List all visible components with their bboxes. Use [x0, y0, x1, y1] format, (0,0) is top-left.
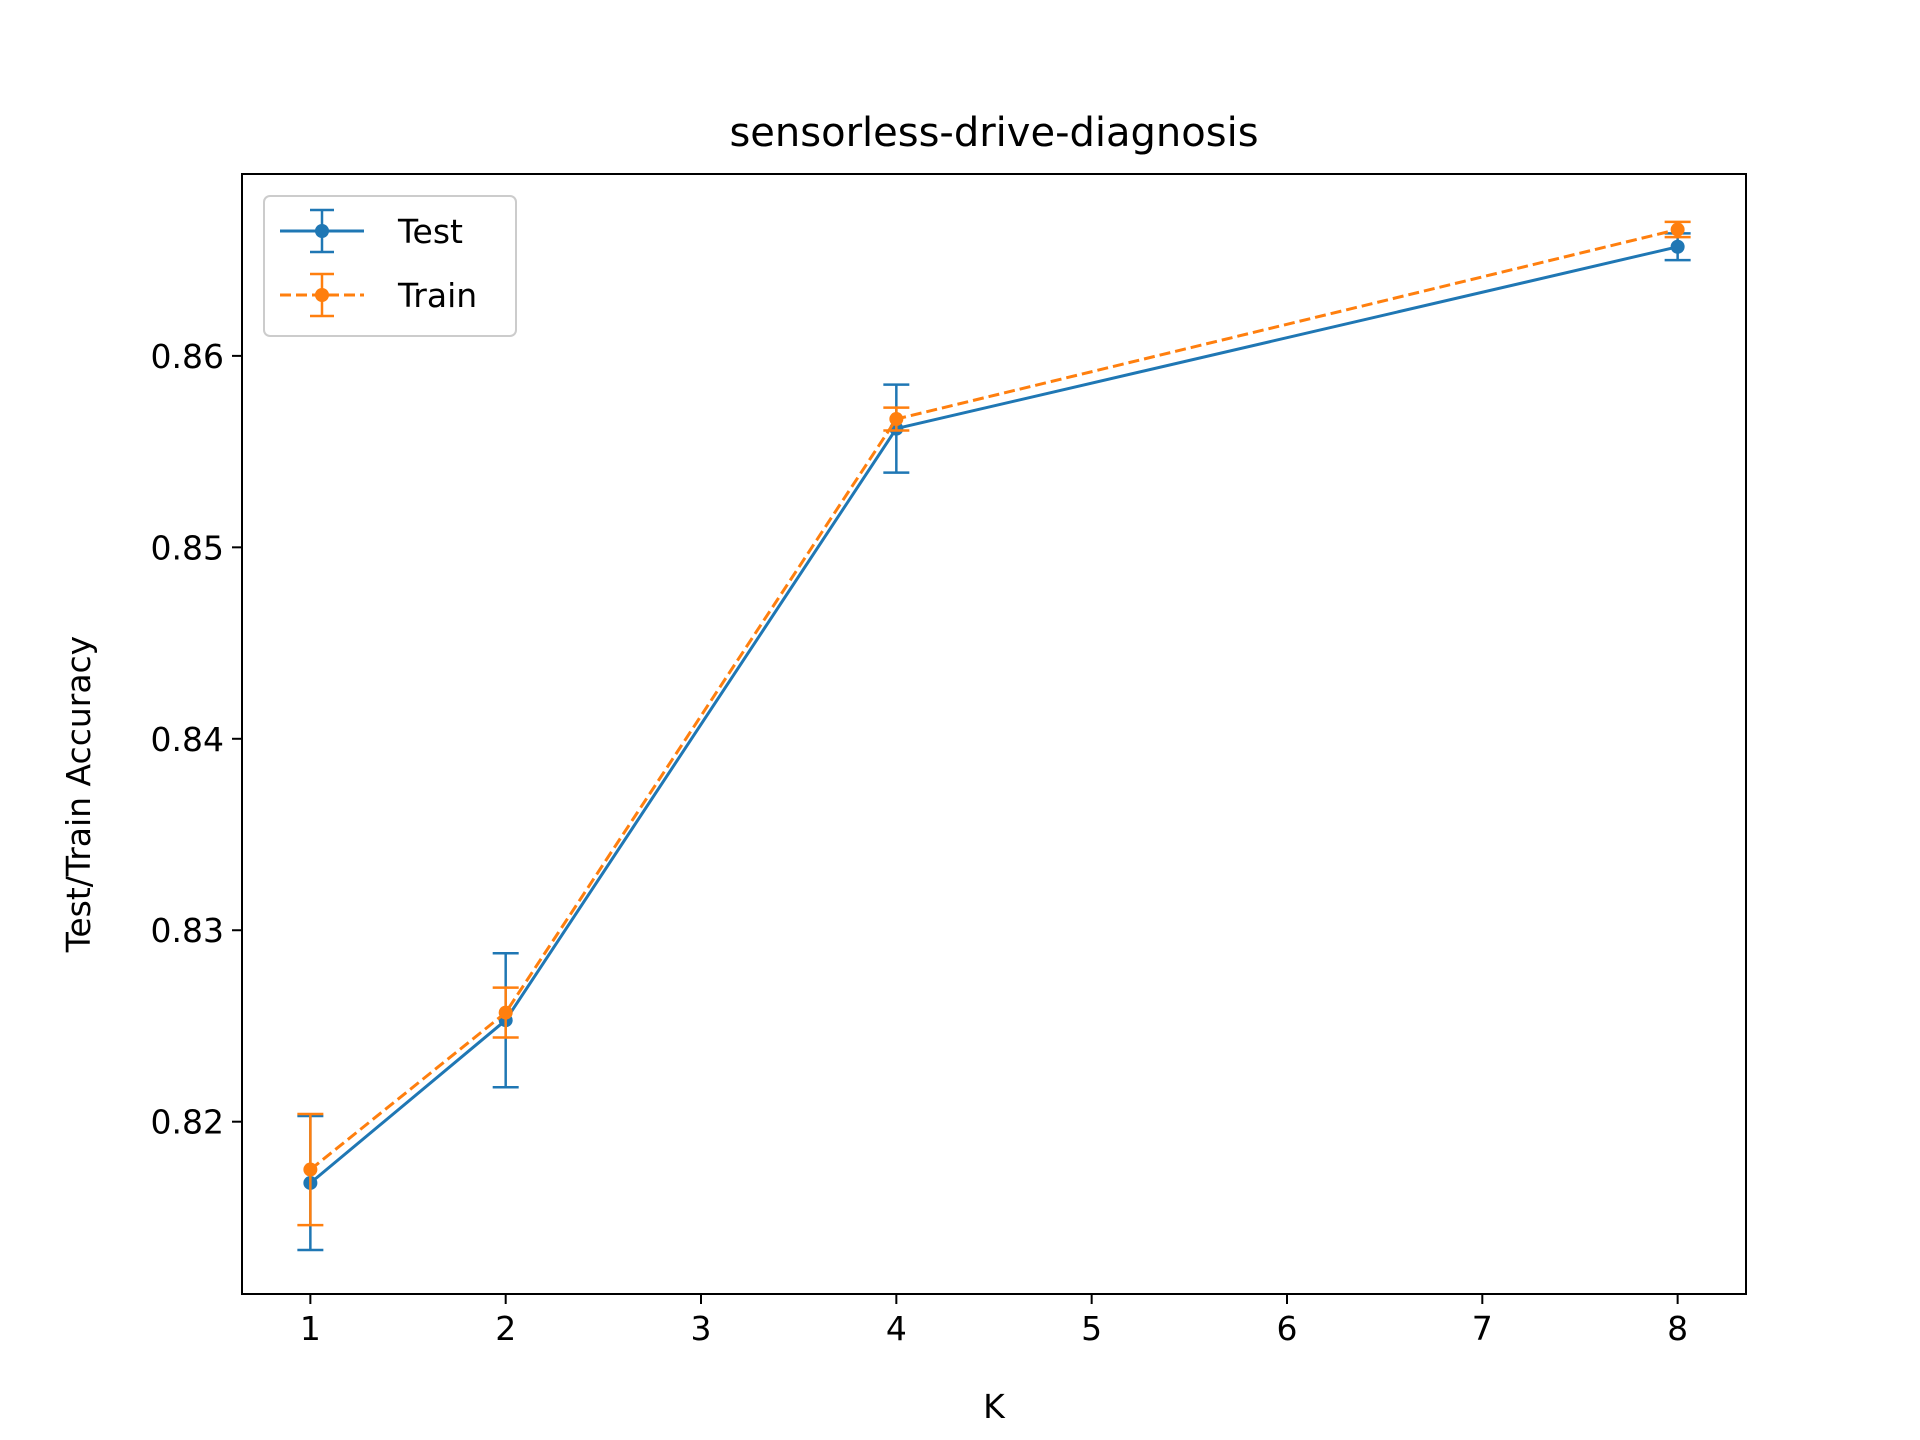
legend-entry-train: Train	[280, 272, 477, 318]
x-tick-label: 1	[300, 1309, 321, 1348]
data-point	[889, 412, 904, 427]
x-axis-label: K	[983, 1387, 1006, 1426]
data-point	[1670, 222, 1685, 237]
x-tick-label: 2	[495, 1309, 516, 1348]
legend-label: Train	[397, 276, 477, 315]
data-point	[1670, 239, 1685, 254]
legend-box	[263, 195, 517, 337]
plot-frame	[241, 173, 1747, 1295]
x-tick-label: 8	[1667, 1309, 1688, 1348]
legend-label: Test	[397, 212, 463, 251]
series-train	[297, 220, 1691, 1227]
y-axis-label: Test/Train Accuracy	[59, 636, 98, 953]
y-tick-label: 0.84	[151, 720, 224, 759]
legend-entry-test: Test	[280, 208, 463, 254]
series-line	[309, 245, 1678, 1185]
axes: 1 2 3 4 5 6 7 8 0.82 0.83 0.84 0.85 0.86	[151, 337, 1689, 1348]
x-tick-label: 6	[1276, 1309, 1297, 1348]
chart-title: sensorless-drive-diagnosis	[729, 110, 1258, 156]
plot-area	[297, 220, 1691, 1252]
y-tick-label: 0.86	[151, 337, 224, 376]
y-tick-label: 0.82	[151, 1103, 224, 1142]
series-test	[297, 232, 1691, 1252]
legend: Test Train	[263, 195, 517, 337]
data-point	[498, 1005, 513, 1020]
x-tick-label: 5	[1081, 1309, 1102, 1348]
data-point	[303, 1162, 318, 1177]
x-tick-label: 3	[691, 1309, 712, 1348]
y-tick-label: 0.85	[151, 528, 224, 567]
legend-marker	[315, 288, 329, 302]
y-tick-label: 0.83	[151, 911, 224, 950]
x-tick-label: 7	[1472, 1309, 1493, 1348]
legend-marker	[315, 224, 329, 238]
x-tick-label: 4	[886, 1309, 907, 1348]
series-line	[309, 228, 1678, 1171]
